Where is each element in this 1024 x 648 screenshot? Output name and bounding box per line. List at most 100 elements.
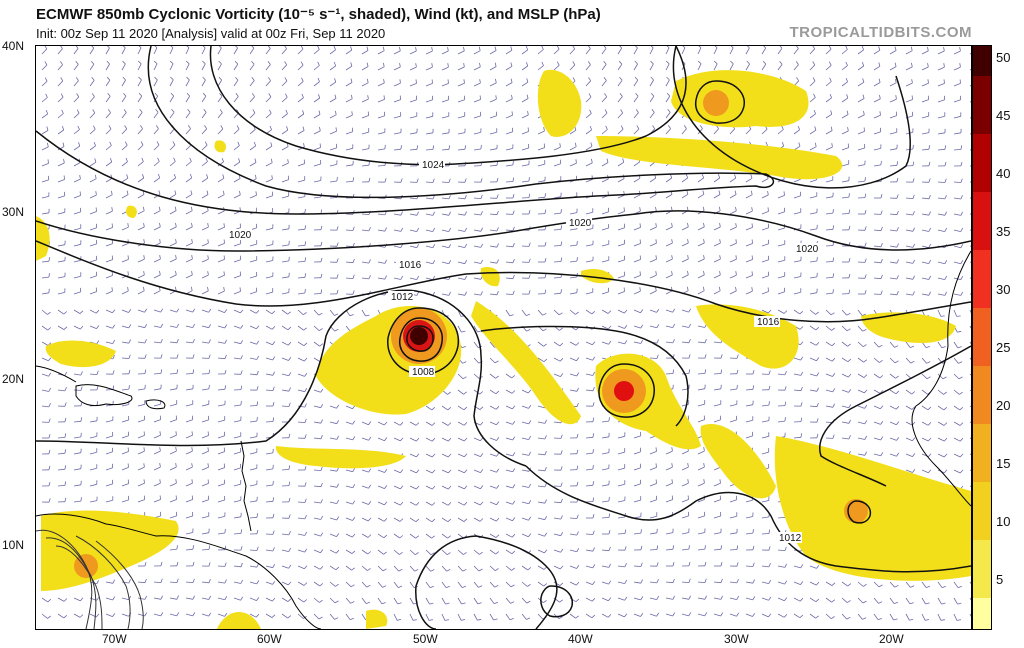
wind-barb — [457, 597, 462, 605]
wind-barb-flag — [864, 451, 867, 456]
wind-barb — [473, 357, 480, 364]
wind-barb-flag — [336, 404, 340, 409]
wind-barb-flag — [528, 451, 531, 456]
wind-barb-flag — [911, 391, 916, 395]
wind-barb-flag — [575, 581, 580, 586]
wind-barb-flag — [640, 339, 644, 344]
wind-barb-flag — [365, 314, 370, 317]
wind-barb-flag — [862, 329, 867, 332]
wind-barb — [425, 421, 433, 426]
wind-barb-flag — [415, 79, 417, 84]
wind-barb — [233, 500, 241, 503]
wind-barb-flag — [96, 401, 98, 406]
wind-barb — [569, 244, 577, 247]
wind-barb-flag — [784, 546, 787, 551]
wind-barb-flag — [813, 109, 816, 114]
wind-barb — [697, 274, 705, 279]
wind-barb-flag — [60, 93, 64, 98]
wind-barb — [857, 357, 864, 363]
wind-barb-flag — [251, 93, 255, 97]
wind-barb — [297, 581, 305, 586]
wind-barb-flag — [560, 434, 563, 439]
wind-barb-flag — [224, 339, 227, 344]
wind-barb-flag — [608, 530, 611, 535]
wind-barb — [41, 325, 48, 331]
wind-barb-flag — [224, 385, 226, 390]
wind-barb-flag — [63, 326, 68, 330]
map-title: ECMWF 850mb Cyclonic Vorticity (10⁻⁵ s⁻¹… — [36, 6, 601, 23]
wind-barb — [473, 197, 482, 199]
wind-barb — [41, 97, 48, 103]
wind-barb — [777, 48, 783, 55]
wind-barb-flag — [335, 127, 337, 132]
wind-barb-flag — [267, 61, 271, 65]
wind-barb-flag — [62, 142, 65, 147]
wind-barb-flag — [156, 141, 160, 146]
wind-barb — [633, 290, 641, 295]
wind-barb — [825, 341, 833, 347]
vorticity-patch — [275, 446, 406, 469]
wind-barb-flag — [863, 583, 867, 587]
wind-barb-flag — [446, 552, 451, 556]
isobar-label: 1012 — [391, 292, 414, 303]
wind-barb-flag — [784, 597, 788, 601]
wind-barb-flag — [127, 223, 129, 228]
wind-barb-flag — [607, 614, 612, 618]
wind-barb-flag — [46, 126, 49, 131]
wind-barb-flag — [335, 566, 340, 571]
wind-barb — [553, 163, 561, 167]
wind-barb — [313, 180, 321, 183]
wind-barb — [169, 144, 176, 151]
wind-barb-flag — [768, 563, 771, 568]
wind-barb-flag — [814, 142, 817, 147]
wind-barb — [73, 227, 81, 231]
wind-barb — [457, 389, 464, 395]
colorbar-label-30: 30 — [996, 282, 1011, 297]
wind-barb-flag — [208, 354, 211, 359]
wind-barb-flag — [878, 78, 881, 83]
lon-label-70w: 70W — [102, 632, 127, 646]
wind-barb — [185, 274, 193, 279]
wind-barb — [201, 258, 209, 263]
wind-barb — [809, 212, 817, 215]
wind-barb-flag — [383, 421, 388, 426]
wind-barb-flag — [812, 61, 816, 66]
wind-barb-flag — [592, 497, 595, 502]
wind-barb — [537, 130, 545, 135]
wind-barb — [217, 226, 225, 231]
wind-barb-flag — [415, 535, 420, 539]
wind-barb-flag — [911, 62, 913, 67]
wind-barb-flag — [304, 257, 307, 262]
wind-barb — [761, 565, 769, 568]
wind-barb — [105, 96, 111, 103]
wind-barb — [601, 325, 609, 330]
wind-barb-flag — [141, 157, 144, 162]
wind-barb — [761, 500, 769, 503]
wind-barb — [873, 405, 881, 410]
wind-barb — [569, 581, 577, 586]
wind-barb — [345, 82, 353, 87]
wind-barb — [265, 581, 273, 585]
colorbar-segment — [973, 540, 991, 598]
wind-barb — [649, 309, 657, 313]
wind-barb — [969, 197, 971, 199]
wind-barb — [777, 227, 785, 231]
wind-barb — [601, 112, 608, 119]
wind-barb-flag — [830, 126, 833, 131]
wind-barb — [201, 47, 206, 55]
wind-barb-flag — [861, 62, 865, 67]
wind-barb-flag — [191, 222, 193, 227]
wind-barb-flag — [205, 157, 208, 162]
wind-barb-flag — [159, 255, 161, 260]
wind-barb-flag — [928, 227, 932, 232]
wind-barb — [281, 146, 289, 151]
wind-barb — [329, 405, 337, 409]
wind-barb-flag — [144, 612, 148, 617]
wind-barb — [569, 260, 577, 263]
wind-barb-flag — [526, 617, 531, 620]
wind-barb-flag — [112, 339, 116, 344]
wind-barb — [617, 597, 625, 601]
wind-barb — [873, 437, 881, 441]
wind-barb-flag — [416, 211, 419, 216]
wind-barb — [649, 467, 657, 471]
